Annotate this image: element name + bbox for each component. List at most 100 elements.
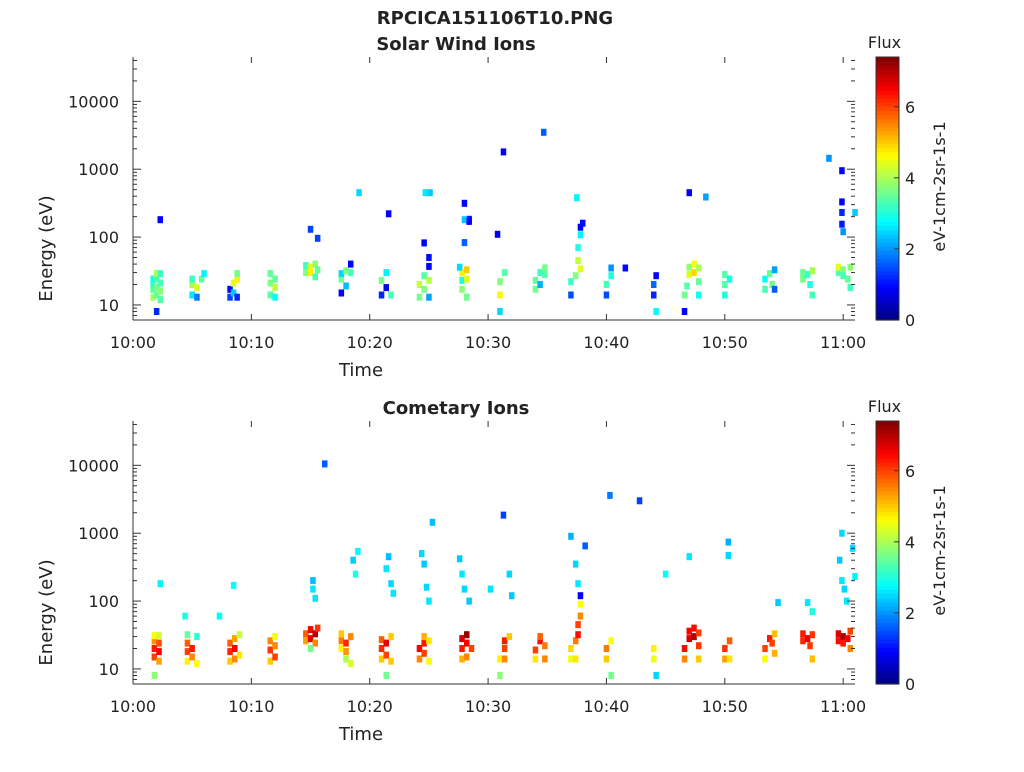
colorbar-segment [876, 659, 899, 665]
heatmap-cell [459, 285, 465, 293]
heatmap-cell [636, 497, 643, 505]
heatmap-cell [847, 645, 853, 652]
heatmap-cell [272, 633, 278, 641]
heatmap-cell [421, 633, 427, 641]
heatmap-cell [800, 637, 806, 645]
colorbar-segment [876, 425, 899, 430]
heatmap-cell [762, 655, 768, 663]
colorbar-segment [876, 106, 899, 112]
heatmap-cell [416, 645, 423, 652]
colorbar-segment [876, 270, 899, 276]
heatmap-cell [388, 291, 394, 299]
heatmap-cell [312, 639, 318, 647]
heatmap-cell [352, 570, 359, 578]
heatmap-cell [216, 612, 223, 620]
colorbar-segment [876, 478, 899, 484]
y-axis-label: Energy (eV) [36, 195, 57, 301]
panel-title: Solar Wind Ions [376, 34, 535, 55]
colorbar-segment [876, 85, 899, 91]
heatmap-cell [201, 270, 207, 278]
heatmap-cell [497, 655, 503, 663]
colorbar-segment [876, 651, 899, 656]
colorbar-segment [876, 667, 899, 673]
heatmap-cell [464, 631, 470, 639]
heatmap-cell [153, 284, 160, 292]
colorbar-segment [876, 593, 899, 599]
heatmap-cell [494, 230, 501, 238]
heatmap-cell [691, 269, 697, 277]
heatmap-cell [184, 648, 191, 656]
colorbar-segment [876, 172, 899, 177]
x-tick-label: 10:00 [110, 333, 156, 352]
colorbar-unit-label: eV-1cm-2sr-1s-1 [930, 485, 949, 615]
colorbar-segment [876, 523, 899, 529]
heatmap-cell [696, 655, 702, 663]
heatmap-cell [338, 645, 345, 652]
heatmap-cell [468, 645, 475, 652]
colorbar-segment [876, 151, 899, 157]
heatmap-cell [841, 585, 848, 593]
colorbar-segment [876, 311, 899, 317]
heatmap-cell [307, 225, 314, 233]
heatmap-cell [653, 272, 659, 280]
heatmap-cell [355, 547, 361, 555]
x-tick-label: 10:40 [583, 333, 629, 352]
heatmap-cell [461, 239, 468, 247]
x-axis-label: Time [338, 360, 383, 381]
heatmap-cell [461, 216, 468, 224]
colorbar-segment [876, 503, 899, 508]
heatmap-cell [575, 621, 581, 629]
colorbar-segment [876, 77, 899, 83]
colorbar-segment [876, 474, 899, 480]
colorbar-segment [876, 118, 899, 124]
heatmap-cell [836, 556, 843, 564]
heatmap-cell [426, 597, 432, 605]
heatmap-cell [769, 281, 775, 288]
colorbar-segment [876, 482, 899, 488]
heatmap-cell [230, 279, 237, 287]
heatmap-cell [383, 269, 389, 277]
y-tick-label: 100 [88, 592, 119, 611]
heatmap-cell [194, 293, 200, 301]
heatmap-cell [378, 645, 385, 652]
x-tick-label: 10:20 [347, 697, 393, 716]
y-tick-label: 1000 [78, 524, 119, 543]
x-tick-label: 10:50 [702, 697, 748, 716]
heatmap-cell [840, 272, 846, 280]
heatmap-cell [153, 275, 160, 283]
y-axis-label: Energy (eV) [36, 559, 57, 665]
colorbar-segment [876, 176, 899, 181]
colorbar-segment [876, 564, 899, 570]
colorbar-segment [876, 585, 899, 591]
heatmap-cell [537, 269, 543, 277]
colorbar-segment [876, 266, 899, 272]
heatmap-cell [189, 645, 195, 652]
heatmap-cell [532, 655, 539, 663]
colorbar-segment [876, 470, 899, 476]
heatmap-cell [151, 632, 158, 640]
heatmap-cell [466, 217, 472, 225]
heatmap-cell [769, 639, 775, 647]
colorbar-segment [876, 167, 899, 173]
x-tick-label: 11:00 [820, 697, 866, 716]
heatmap-cell [577, 231, 584, 239]
heatmap-cell [383, 565, 389, 573]
heatmap-cell [426, 293, 432, 301]
heatmap-cell [506, 570, 513, 578]
heatmap-cell [383, 651, 389, 659]
colorbar-segment [876, 246, 899, 251]
heatmap-cell [151, 653, 158, 661]
x-tick-label: 10:30 [465, 697, 511, 716]
heatmap-cell [307, 645, 314, 652]
colorbar-segment [876, 507, 899, 513]
heatmap-cell [338, 270, 345, 278]
colorbar-segment [876, 610, 899, 615]
heatmap-cell [771, 630, 778, 638]
heatmap-cell [608, 264, 614, 272]
heatmap-cell [726, 655, 733, 663]
heatmap-cell [314, 266, 321, 274]
heatmap-cell [234, 270, 240, 278]
heatmap-cell [456, 555, 463, 563]
heatmap-cell [234, 275, 240, 283]
colorbar-segment [876, 283, 899, 288]
